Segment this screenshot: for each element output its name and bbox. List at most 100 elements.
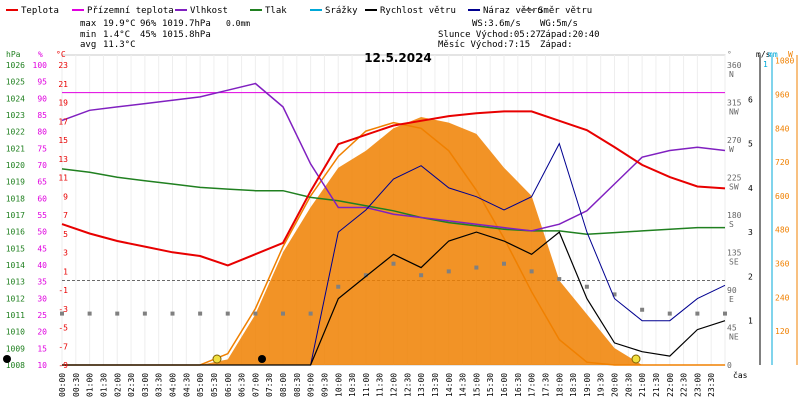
hpa-tick: 1010: [6, 328, 25, 337]
wind-dir-point: [584, 284, 589, 289]
w-tick: 1080: [775, 57, 794, 66]
ms-unit: m/s: [756, 50, 771, 59]
wind-dir-point: [60, 311, 64, 316]
time-tick: 21:00: [638, 373, 647, 397]
hpa-tick: 1025: [6, 78, 25, 87]
wind-dir-point: [115, 311, 120, 316]
ms-tick: 6: [748, 95, 753, 104]
temp-tick: 13: [58, 155, 68, 164]
temp-tick: 11: [58, 174, 68, 183]
temp-tick: 1: [63, 267, 68, 276]
hpa-tick: 1013: [6, 278, 25, 287]
pct-tick: 60: [37, 194, 47, 203]
dir-tick: 45: [727, 324, 737, 333]
ms-tick: 2: [748, 272, 753, 281]
w-tick: 120: [775, 327, 790, 336]
time-tick: 02:30: [127, 373, 136, 397]
hpa-tick: 1008: [6, 361, 25, 370]
pct-tick: 85: [37, 111, 47, 120]
legend: Teplota Přízemní teplota Vlhkost Tlak Srážky…: [6, 6, 592, 16]
stats-min-temp: 1.4°C: [103, 30, 130, 40]
wind-dir-point: [253, 311, 258, 316]
hpa-tick: 1016: [6, 228, 25, 237]
time-tick: 05:00: [196, 373, 205, 397]
hpa-tick: 1020: [6, 161, 25, 170]
w-tick: 360: [775, 260, 790, 269]
stats-min-label: min: [80, 30, 96, 40]
stats-avg-label: avg: [80, 40, 96, 50]
mm-unit: mm: [768, 50, 778, 59]
stats-min-hum: 45%: [140, 30, 157, 40]
w-tick: 840: [775, 124, 790, 133]
pct-tick: 40: [37, 261, 47, 270]
legend-label: Směr větru: [538, 6, 592, 16]
pct-tick: 15: [37, 344, 47, 353]
time-tick: 23:30: [707, 373, 716, 397]
hpa-tick: 1023: [6, 111, 25, 120]
time-tick: 17:30: [541, 373, 550, 397]
pct-tick: 45: [37, 244, 47, 253]
wind-dir-point: [446, 269, 451, 274]
hpa-tick: 1018: [6, 194, 25, 203]
temp-tick: -9: [58, 361, 68, 370]
series-layer: [60, 82, 727, 366]
x-axis-label: čas: [733, 370, 748, 380]
time-tick: 13:30: [431, 373, 440, 397]
temp-tick: -1: [58, 286, 68, 295]
hpa-tick: 1009: [6, 344, 25, 353]
time-tick: 17:00: [528, 373, 537, 397]
temp-tick: 19: [58, 99, 68, 108]
time-tick: 03:00: [141, 373, 150, 397]
legend-label: Rychlost větru: [380, 6, 456, 16]
time-tick: 01:30: [99, 373, 108, 397]
time-tick: 21:30: [652, 373, 661, 397]
pct-tick: 90: [37, 94, 47, 103]
dir-tick: 135: [727, 249, 742, 258]
hpa-tick: 1019: [6, 178, 25, 187]
time-tick: 12:00: [390, 373, 399, 397]
hpa-tick: 1011: [6, 311, 25, 320]
time-tick: 05:30: [210, 373, 219, 397]
temp-tick: 21: [58, 80, 68, 89]
moon-marker-icon: [3, 355, 11, 363]
wind-dir-point: [142, 311, 147, 316]
stats-min-press: 1015.8hPa: [162, 30, 211, 40]
dir-tick: 0: [727, 361, 732, 370]
time-tick: 22:00: [666, 373, 675, 397]
pct-tick: 80: [37, 128, 47, 137]
axes: 1026102510241023102210211020101910181017…: [6, 55, 798, 370]
time-tick: 09:30: [320, 373, 329, 397]
pct-tick: 95: [37, 78, 47, 87]
hpa-tick: 1022: [6, 128, 25, 137]
stats-max-hum: 96%: [140, 19, 157, 29]
sunset-marker-icon: [631, 354, 641, 364]
time-tick: 16:00: [500, 373, 509, 397]
legend-label: Srážky: [325, 6, 358, 16]
wind-dir-point: [612, 292, 617, 297]
temp-tick: 17: [58, 117, 68, 126]
wind-dir-point: [225, 311, 230, 316]
temp-tick: 23: [58, 61, 68, 70]
ms-tick: 1: [748, 317, 753, 326]
time-tick: 15:30: [486, 373, 495, 397]
time-tick: 07:30: [265, 373, 274, 397]
sunset-label: Západ:20:40: [540, 30, 600, 40]
dir-label: NE: [729, 333, 739, 342]
dir-tick: 180: [727, 211, 742, 220]
temp-tick: 7: [63, 211, 68, 220]
legend-label: Tlak: [265, 6, 287, 16]
hpa-tick: 1012: [6, 294, 25, 303]
moonrise-marker-icon: [258, 355, 266, 363]
time-tick: 06:30: [238, 373, 247, 397]
w-tick: 720: [775, 158, 790, 167]
wind-dir-point: [87, 311, 92, 316]
mm-tick: 1: [763, 60, 768, 69]
temp-tick: 9: [63, 192, 68, 201]
stats-avg-temp: 11.3°C: [103, 40, 136, 50]
time-tick: 08:00: [279, 373, 288, 397]
sunrise-label: Slunce Východ:05:27: [438, 30, 541, 40]
time-tick: 04:30: [182, 373, 191, 397]
moonrise-label: Měsíc Východ:7:15: [438, 40, 530, 50]
dir-tick: 225: [727, 174, 742, 183]
time-tick: 19:30: [597, 373, 606, 397]
